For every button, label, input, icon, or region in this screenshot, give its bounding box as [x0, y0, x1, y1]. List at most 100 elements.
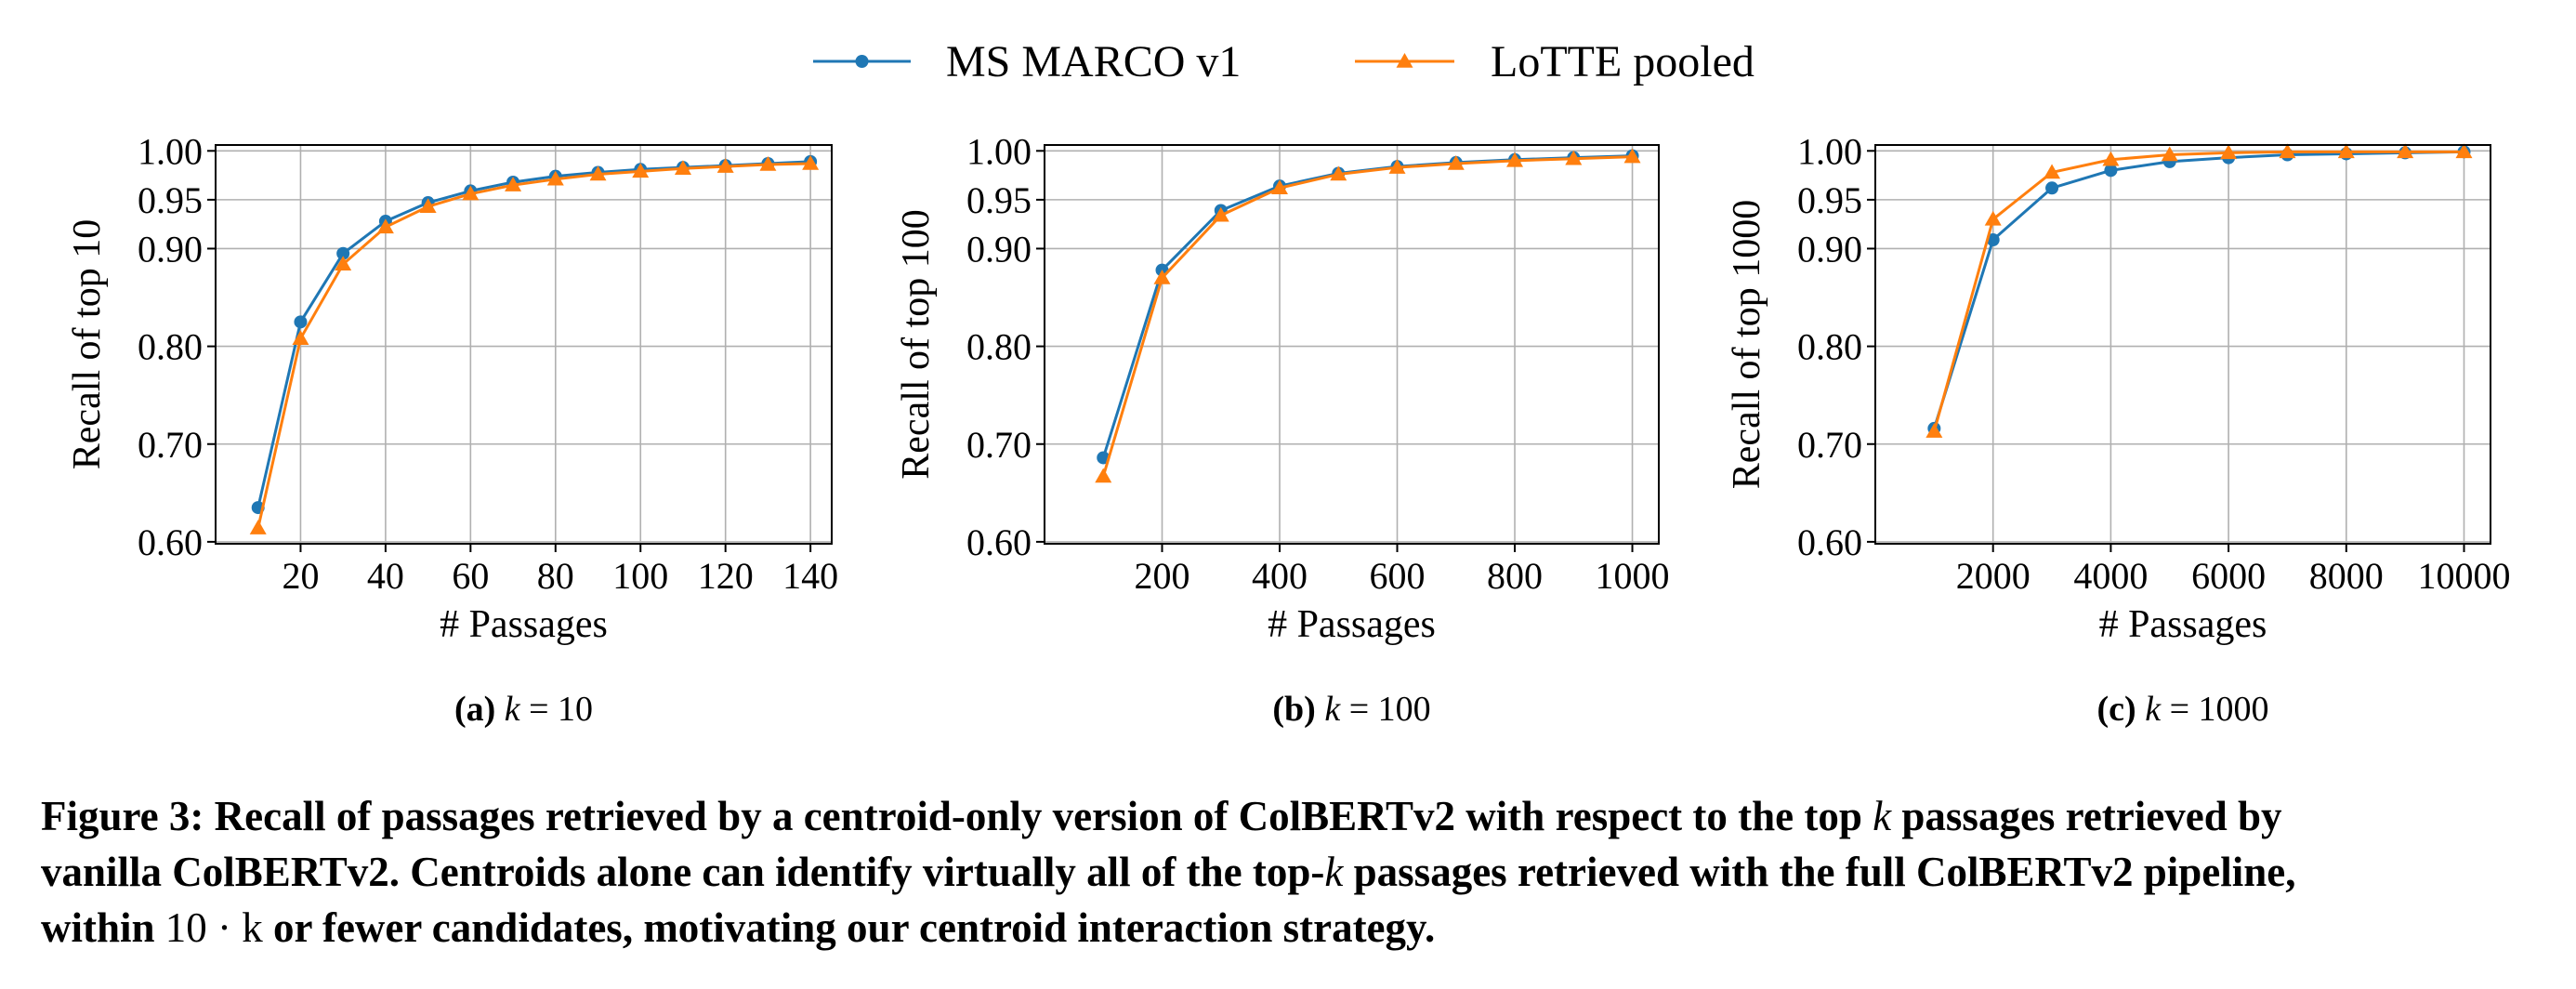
x-tick-label: 8000	[2309, 555, 2384, 597]
data-point	[2337, 143, 2355, 159]
caption-k: k	[1324, 849, 1344, 895]
x-tick-label: 80	[537, 555, 574, 597]
data-point	[376, 218, 394, 234]
plot-frame	[1874, 144, 2491, 545]
y-tick-label: 1.00	[966, 130, 1032, 172]
data-point	[336, 246, 350, 260]
legend-item: MS MARCO v1	[813, 37, 1241, 86]
series-line	[1101, 155, 1633, 477]
series-line	[256, 160, 811, 508]
y-tick-label: 0.80	[1797, 326, 1862, 368]
x-tick-label: 2000	[1956, 555, 2031, 597]
data-point	[2279, 143, 2296, 159]
x-axis-label: # Passages	[1268, 603, 1436, 646]
x-axis-label: # Passages	[440, 603, 608, 646]
caption-line-2: vanilla ColBERTv2. Centroids alone can i…	[41, 844, 2550, 900]
caption-text: passages retrieved with the full ColBERT…	[1343, 849, 2296, 895]
plot-frame	[215, 144, 833, 545]
data-point	[505, 177, 522, 191]
x-tick-label: 10000	[2417, 555, 2510, 597]
y-axis-label: Recall of top 1000	[1726, 200, 1768, 489]
y-tick-label: 0.95	[1797, 179, 1862, 221]
data-point	[1984, 210, 2002, 226]
series-line	[256, 162, 811, 529]
data-point	[632, 163, 650, 178]
caption-k: k	[1873, 793, 1892, 839]
x-tick-label: 40	[367, 555, 404, 597]
caption-text: or fewer candidates, motivating our cent…	[262, 904, 1436, 951]
caption-line-3: within 10 · k or fewer candidates, motiv…	[41, 900, 2550, 956]
legend-label: LoTTE pooled	[1491, 37, 1755, 86]
x-tick-label: 600	[1370, 555, 1426, 597]
chart-panel: 200 400 600 800 1000 0.60 0.70 0.80 0.90 0.95 1.00…	[895, 130, 1670, 729]
data-point	[716, 158, 734, 173]
data-point	[1986, 232, 2000, 246]
data-point	[2102, 151, 2120, 166]
y-tick-label: 1.00	[1797, 130, 1862, 172]
plot-frame	[1044, 144, 1660, 545]
data-point	[294, 315, 308, 329]
legend-marker	[1396, 53, 1413, 68]
x-tick-label: 400	[1252, 555, 1308, 597]
legend-marker	[855, 55, 869, 68]
x-tick-label: 100	[612, 555, 668, 597]
y-tick-label: 0.60	[1797, 521, 1862, 563]
data-point	[1330, 165, 1347, 181]
caption-line-1: Figure 3: Recall of passages retrieved b…	[41, 788, 2550, 844]
chart-panels: 20 40 60 80 100 120 140 0.60 0.70 0.80 0.90 0.95 1.0…	[66, 130, 2510, 729]
y-tick-label: 0.70	[966, 424, 1032, 466]
y-tick-label: 0.95	[966, 179, 1032, 221]
figure-caption: Figure 3: Recall of passages retrieved b…	[41, 788, 2550, 956]
data-point	[1506, 152, 1524, 167]
x-tick-label: 800	[1487, 555, 1543, 597]
legend-label: MS MARCO v1	[946, 37, 1241, 86]
data-point	[2220, 144, 2238, 160]
data-point	[1447, 154, 1465, 170]
x-tick-label: 1000	[1596, 555, 1670, 597]
x-tick-label: 60	[452, 555, 489, 597]
data-point	[674, 160, 691, 175]
y-tick-label: 1.00	[138, 130, 203, 172]
series-line	[1101, 154, 1633, 458]
data-point	[419, 198, 437, 213]
x-tick-label: 6000	[2191, 555, 2266, 597]
x-axis-label: # Passages	[2099, 603, 2267, 646]
y-axis-label: Recall of top 100	[895, 209, 938, 479]
series-line	[1932, 150, 2464, 432]
subcaption: (c) k = 1000	[2097, 690, 2269, 729]
x-tick-label: 20	[282, 555, 319, 597]
caption-text: passages retrieved by	[1891, 793, 2282, 839]
legend: MS MARCO v1 LoTTE pooled	[813, 37, 1755, 86]
caption-label: Figure 3:	[41, 793, 204, 839]
data-point	[546, 170, 564, 186]
data-point	[1925, 423, 1943, 438]
y-tick-label: 0.90	[1797, 228, 1862, 270]
y-tick-label: 0.90	[138, 228, 203, 270]
y-tick-label: 0.70	[1797, 424, 1862, 466]
chart-panel: 2000 4000 6000 8000 10000 0.60 0.70 0.80 0.90 0.9…	[1726, 130, 2510, 729]
caption-text: Recall of passages retrieved by a centro…	[214, 793, 1873, 839]
x-tick-label: 140	[782, 555, 838, 597]
data-point	[335, 256, 352, 271]
subcaption: (b) k = 100	[1272, 690, 1430, 729]
data-point	[1623, 148, 1641, 164]
data-point	[802, 154, 820, 170]
data-point	[2455, 143, 2473, 159]
y-tick-label: 0.60	[966, 521, 1032, 563]
data-point	[1565, 150, 1583, 165]
series-line	[1932, 150, 2464, 429]
data-point	[2397, 143, 2414, 159]
data-point	[759, 156, 777, 171]
caption-text: vanilla ColBERTv2. Centroids alone can i…	[41, 849, 1325, 895]
data-point	[2044, 164, 2061, 179]
data-point	[1388, 159, 1406, 174]
data-point	[2104, 164, 2118, 178]
y-tick-label: 0.80	[138, 326, 203, 368]
data-point	[2045, 181, 2059, 195]
y-tick-label: 0.70	[138, 424, 203, 466]
data-point	[589, 165, 607, 181]
data-point	[2161, 146, 2178, 162]
x-tick-label: 120	[698, 555, 754, 597]
chart-panel: 20 40 60 80 100 120 140 0.60 0.70 0.80 0.90 0.95 1.0…	[66, 130, 838, 729]
